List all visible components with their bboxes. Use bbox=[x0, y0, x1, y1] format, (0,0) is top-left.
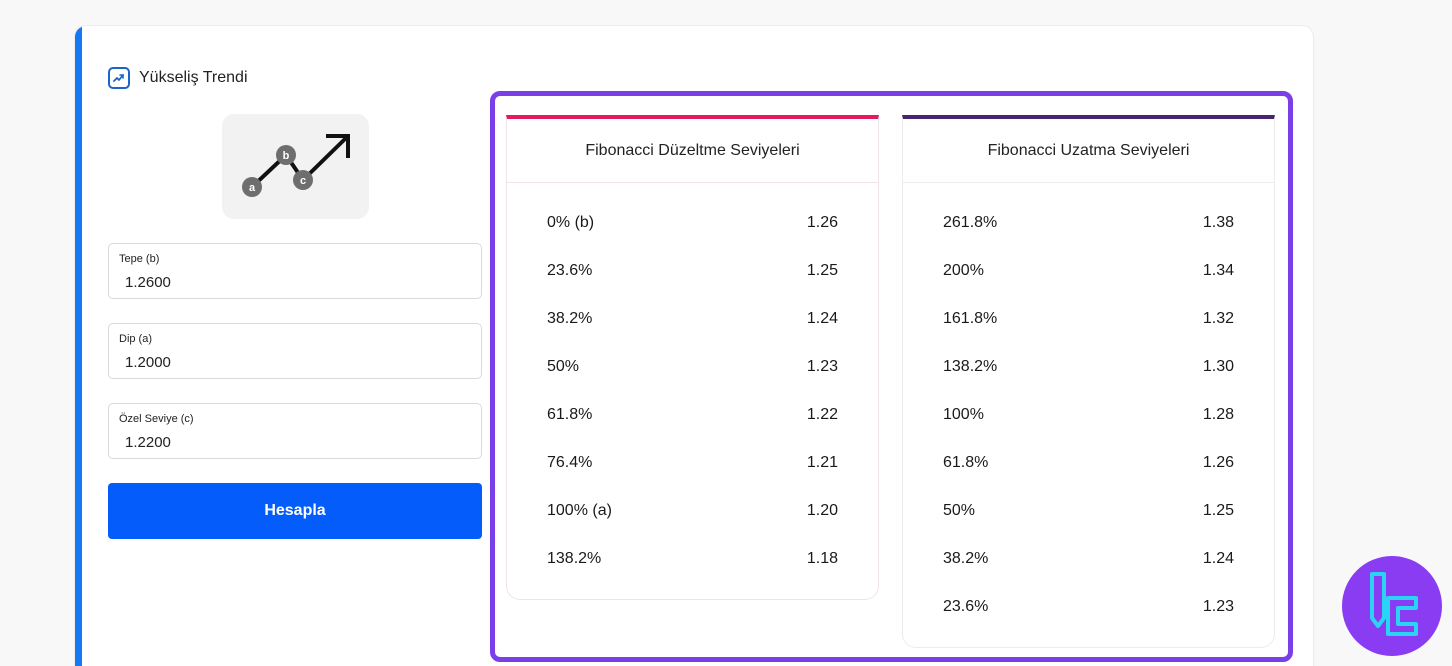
extension-level: 161.8% bbox=[943, 310, 998, 327]
peak-field-label: Tepe (b) bbox=[119, 253, 160, 265]
extension-table: Fibonacci Uzatma Seviyeleri 261.8% 1.38 20… bbox=[902, 115, 1275, 648]
trend-header: Yükseliş Trendi bbox=[108, 67, 248, 89]
retracement-value: 1.22 bbox=[806, 406, 838, 423]
retracement-level: 38.2% bbox=[547, 310, 593, 327]
extension-value: 1.24 bbox=[1202, 550, 1234, 567]
extension-row: 100% 1.28 bbox=[903, 391, 1274, 439]
retracement-row: 100% (a) 1.20 bbox=[507, 487, 878, 535]
retracement-table: Fibonacci Düzeltme Seviyeleri 0% (b) 1.26… bbox=[506, 115, 879, 600]
results-panel: Fibonacci Düzeltme Seviyeleri 0% (b) 1.26… bbox=[490, 91, 1293, 662]
extension-value: 1.25 bbox=[1202, 502, 1234, 519]
peak-field[interactable]: Tepe (b) bbox=[108, 243, 482, 299]
retracement-value: 1.23 bbox=[806, 358, 838, 375]
point-a-marker: a bbox=[242, 177, 262, 197]
peak-input[interactable] bbox=[125, 274, 465, 291]
retracement-level: 100% (a) bbox=[547, 502, 612, 519]
retracement-table-title: Fibonacci Düzeltme Seviyeleri bbox=[507, 119, 878, 183]
extension-value: 1.28 bbox=[1202, 406, 1234, 423]
extension-level: 38.2% bbox=[943, 550, 989, 567]
extension-level: 23.6% bbox=[943, 598, 989, 615]
point-c-marker: c bbox=[293, 170, 313, 190]
retracement-value: 1.24 bbox=[806, 310, 838, 327]
retracement-row: 61.8% 1.22 bbox=[507, 391, 878, 439]
extension-row: 161.8% 1.32 bbox=[903, 295, 1274, 343]
trough-input[interactable] bbox=[125, 354, 465, 371]
retracement-level: 23.6% bbox=[547, 262, 593, 279]
extension-row: 138.2% 1.30 bbox=[903, 343, 1274, 391]
retracement-row: 38.2% 1.24 bbox=[507, 295, 878, 343]
retracement-level: 76.4% bbox=[547, 454, 593, 471]
point-b-marker: b bbox=[276, 145, 296, 165]
retracement-level: 138.2% bbox=[547, 550, 602, 567]
retracement-row: 50% 1.23 bbox=[507, 343, 878, 391]
retracement-level: 61.8% bbox=[547, 406, 593, 423]
extension-level: 261.8% bbox=[943, 214, 998, 231]
extension-value: 1.30 bbox=[1202, 358, 1234, 375]
extension-value: 1.34 bbox=[1202, 262, 1234, 279]
retracement-value: 1.20 bbox=[806, 502, 838, 519]
retracement-value: 1.18 bbox=[806, 550, 838, 567]
extension-table-body: 261.8% 1.38 200% 1.34 161.8% 1.32 138.2% 1.30 10… bbox=[903, 183, 1274, 631]
extension-level: 50% bbox=[943, 502, 976, 519]
retracement-row: 138.2% 1.18 bbox=[507, 535, 878, 583]
retracement-table-body: 0% (b) 1.26 23.6% 1.25 38.2% 1.24 50% 1.23 61.8%… bbox=[507, 183, 878, 583]
extension-row: 23.6% 1.23 bbox=[903, 583, 1274, 631]
retracement-row: 23.6% 1.25 bbox=[507, 247, 878, 295]
trough-field-label: Dip (a) bbox=[119, 333, 153, 345]
retracement-row: 0% (b) 1.26 bbox=[507, 199, 878, 247]
extension-value: 1.38 bbox=[1202, 214, 1234, 231]
retracement-level: 0% (b) bbox=[547, 214, 595, 231]
card-accent-bar bbox=[75, 26, 82, 666]
extension-value: 1.32 bbox=[1202, 310, 1234, 327]
retracement-value: 1.25 bbox=[806, 262, 838, 279]
extension-value: 1.26 bbox=[1202, 454, 1234, 471]
svg-text:a: a bbox=[249, 182, 256, 194]
extension-level: 100% bbox=[943, 406, 984, 423]
trend-title: Yükseliş Trendi bbox=[139, 69, 248, 86]
extension-row: 200% 1.34 bbox=[903, 247, 1274, 295]
extension-table-title: Fibonacci Uzatma Seviyeleri bbox=[903, 119, 1274, 183]
trough-field[interactable]: Dip (a) bbox=[108, 323, 482, 379]
custom-level-field[interactable]: Özel Seviye (c) bbox=[108, 403, 482, 459]
extension-level: 138.2% bbox=[943, 358, 998, 375]
extension-row: 50% 1.25 bbox=[903, 487, 1274, 535]
retracement-row: 76.4% 1.21 bbox=[507, 439, 878, 487]
extension-level: 61.8% bbox=[943, 454, 989, 471]
extension-row: 261.8% 1.38 bbox=[903, 199, 1274, 247]
retracement-level: 50% bbox=[547, 358, 580, 375]
svg-text:c: c bbox=[300, 175, 306, 187]
retracement-value: 1.21 bbox=[806, 454, 838, 471]
calculate-button[interactable]: Hesapla bbox=[108, 483, 482, 539]
custom-level-input[interactable] bbox=[125, 434, 465, 451]
extension-row: 61.8% 1.26 bbox=[903, 439, 1274, 487]
extension-level: 200% bbox=[943, 262, 984, 279]
custom-level-field-label: Özel Seviye (c) bbox=[119, 413, 194, 425]
svg-text:b: b bbox=[283, 150, 290, 162]
trend-arrow-illustration: a b c bbox=[222, 114, 369, 219]
extension-row: 38.2% 1.24 bbox=[903, 535, 1274, 583]
retracement-value: 1.26 bbox=[806, 214, 838, 231]
trend-up-icon bbox=[108, 67, 130, 89]
extension-value: 1.23 bbox=[1202, 598, 1234, 615]
brand-logo-icon[interactable] bbox=[1342, 556, 1442, 656]
